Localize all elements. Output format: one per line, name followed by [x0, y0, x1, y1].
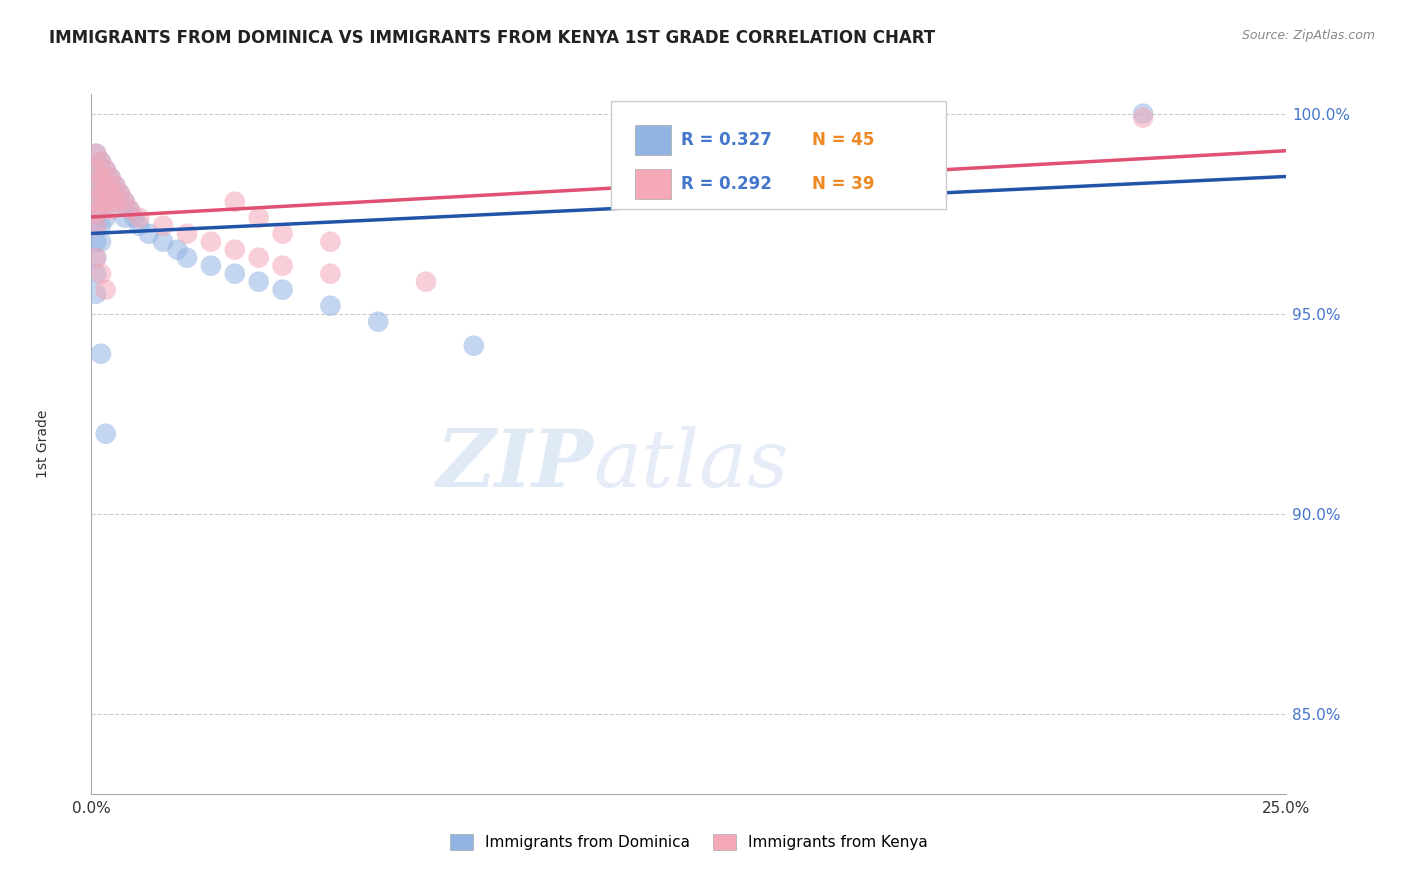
Point: [94, 426, 117, 441]
Point: [84, 194, 107, 209]
Point: [84, 178, 107, 193]
Point: [90, 347, 112, 361]
Point: [415, 275, 437, 289]
Point: [138, 227, 160, 241]
Text: R = 0.327: R = 0.327: [681, 131, 772, 149]
Text: Source: ZipAtlas.com: Source: ZipAtlas.com: [1241, 29, 1375, 42]
FancyBboxPatch shape: [612, 101, 946, 210]
Text: R = 0.292: R = 0.292: [681, 175, 772, 193]
Point: [118, 202, 141, 217]
Point: [100, 170, 122, 185]
Point: [224, 194, 246, 209]
Point: [90, 186, 112, 201]
Point: [84, 207, 107, 221]
Point: [84, 178, 107, 193]
Point: [94, 283, 117, 297]
Point: [90, 186, 112, 201]
Text: N = 45: N = 45: [813, 131, 875, 149]
Point: [114, 211, 136, 225]
Point: [90, 202, 112, 217]
Point: [84, 251, 107, 265]
Point: [166, 243, 188, 257]
Point: [84, 194, 107, 209]
Point: [84, 267, 107, 281]
Point: [90, 267, 112, 281]
Point: [104, 178, 127, 193]
Point: [94, 194, 117, 209]
Point: [367, 315, 389, 329]
Point: [104, 194, 127, 209]
Point: [94, 178, 117, 193]
Point: [1132, 111, 1154, 125]
Point: [90, 202, 112, 217]
Point: [100, 170, 122, 185]
Point: [319, 235, 342, 249]
Point: [319, 299, 342, 313]
Point: [1132, 106, 1154, 120]
Text: atlas: atlas: [593, 426, 789, 503]
Legend: Immigrants from Dominica, Immigrants from Kenya: Immigrants from Dominica, Immigrants fro…: [444, 828, 934, 856]
Point: [176, 251, 198, 265]
Text: N = 39: N = 39: [813, 175, 875, 193]
Point: [104, 194, 127, 209]
Point: [84, 146, 107, 161]
Point: [90, 154, 112, 169]
Text: ZIP: ZIP: [436, 426, 593, 503]
Y-axis label: 1st Grade: 1st Grade: [35, 409, 49, 478]
Point: [128, 211, 150, 225]
Point: [84, 286, 107, 301]
FancyBboxPatch shape: [636, 125, 671, 154]
Point: [200, 235, 222, 249]
Point: [90, 219, 112, 233]
Point: [90, 170, 112, 185]
Point: [114, 194, 136, 209]
Point: [463, 339, 485, 353]
Point: [247, 275, 270, 289]
Point: [94, 211, 117, 225]
Point: [247, 251, 270, 265]
Point: [271, 259, 294, 273]
Point: [100, 202, 122, 217]
Point: [128, 219, 150, 233]
Point: [224, 243, 246, 257]
FancyBboxPatch shape: [636, 169, 671, 199]
Point: [100, 186, 122, 201]
Point: [84, 251, 107, 265]
Point: [94, 162, 117, 177]
Point: [108, 186, 131, 201]
Text: IMMIGRANTS FROM DOMINICA VS IMMIGRANTS FROM KENYA 1ST GRADE CORRELATION CHART: IMMIGRANTS FROM DOMINICA VS IMMIGRANTS F…: [49, 29, 935, 46]
Point: [104, 178, 127, 193]
Point: [100, 186, 122, 201]
Point: [84, 162, 107, 177]
Point: [84, 219, 107, 233]
Point: [118, 202, 141, 217]
Point: [271, 227, 294, 241]
Point: [84, 207, 107, 221]
Point: [200, 259, 222, 273]
Point: [176, 227, 198, 241]
Point: [869, 111, 891, 125]
Point: [94, 162, 117, 177]
Point: [749, 111, 772, 125]
Point: [84, 219, 107, 233]
Point: [319, 267, 342, 281]
Point: [108, 186, 131, 201]
Point: [90, 235, 112, 249]
Point: [152, 235, 174, 249]
Point: [152, 219, 174, 233]
Point: [90, 154, 112, 169]
Point: [84, 146, 107, 161]
Point: [84, 235, 107, 249]
Point: [94, 194, 117, 209]
Point: [224, 267, 246, 281]
Point: [94, 178, 117, 193]
Point: [114, 194, 136, 209]
Point: [124, 211, 146, 225]
Point: [247, 211, 270, 225]
Point: [90, 170, 112, 185]
Point: [271, 283, 294, 297]
Point: [84, 162, 107, 177]
